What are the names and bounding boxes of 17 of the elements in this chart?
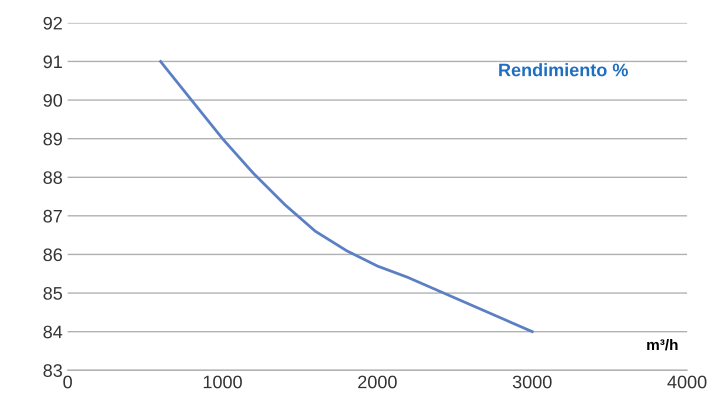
y-tick-label: 85 <box>43 286 62 300</box>
annotation: Rendimiento % <box>499 63 628 76</box>
y-tick-label: 90 <box>44 94 62 107</box>
x-tick-label: 1000 <box>204 376 242 388</box>
x-tick-label: 3000 <box>512 376 552 388</box>
y-tick-label: 91 <box>44 55 62 68</box>
x-tick-label: 2000 <box>358 376 397 388</box>
y-tick-label: 89 <box>43 132 62 146</box>
y-tick-label: 83 <box>43 364 62 377</box>
x-tick-label: 0 <box>63 376 72 388</box>
y-tick-label: 84 <box>43 326 62 338</box>
y-tick-label: 86 <box>43 248 62 262</box>
y-tick-label: 92 <box>44 16 62 30</box>
x-axis-title: m³/h <box>647 338 678 350</box>
x-tick-label: 4000 <box>667 376 706 388</box>
y-tick-label: 87 <box>43 210 62 223</box>
y-tick-label: 88 <box>43 171 62 184</box>
